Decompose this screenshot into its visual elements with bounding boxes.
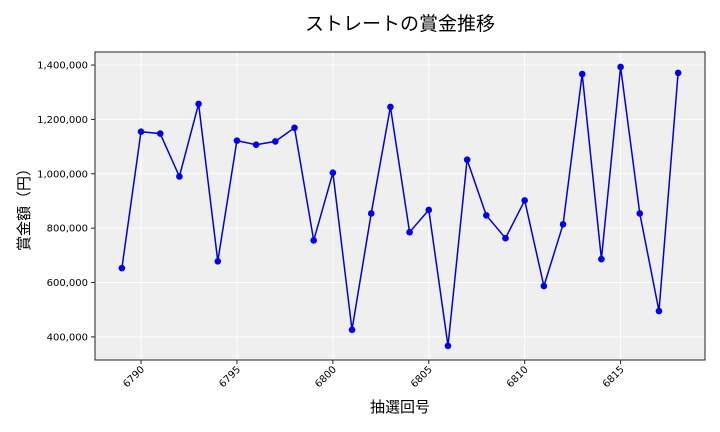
data-point-marker xyxy=(655,307,663,315)
x-tick-label: 6790 xyxy=(121,364,147,390)
data-point-marker xyxy=(156,130,164,137)
data-point-marker xyxy=(674,69,682,77)
x-axis-label: 抽選回号 xyxy=(370,398,430,416)
data-point-marker xyxy=(387,103,394,111)
data-point-marker xyxy=(636,210,644,217)
x-tick-label: 6805 xyxy=(409,364,435,390)
data-point-marker xyxy=(176,173,183,180)
data-point-marker xyxy=(521,197,528,204)
data-point-marker xyxy=(367,210,375,217)
y-tick-label: 400,000 xyxy=(47,332,88,343)
x-tick-label: 6810 xyxy=(505,364,531,390)
y-tick-label: 1,400,000 xyxy=(37,61,88,72)
y-axis-label: 賞金額（円） xyxy=(15,161,33,251)
x-axis-ticks: 6790 6795 6800 6805 6810 6815 xyxy=(121,360,627,390)
series-line xyxy=(121,66,679,347)
data-point-marker xyxy=(348,326,356,334)
chart-title: ストレートの賞金推移 xyxy=(304,13,495,35)
y-tick-label: 1,200,000 xyxy=(37,115,88,126)
data-point-marker xyxy=(118,264,126,272)
data-point-marker xyxy=(214,258,222,265)
x-tick-label: 6815 xyxy=(601,364,627,390)
data-point-marker xyxy=(598,255,605,263)
data-point-marker xyxy=(578,70,586,78)
data-point-marker xyxy=(137,128,145,135)
data-point-marker xyxy=(233,137,241,144)
data-point-marker xyxy=(329,169,337,176)
data-point-marker xyxy=(272,138,279,145)
data-point-marker xyxy=(310,237,317,244)
y-axis-ticks: 400,000 600,000 800,000 1,000,000 1,200,000 1… xyxy=(37,61,95,343)
data-point-marker xyxy=(483,212,490,219)
y-tick-label: 600,000 xyxy=(47,278,88,289)
data-point-marker xyxy=(559,221,567,228)
data-point-marker xyxy=(540,282,548,290)
data-point-marker xyxy=(463,156,471,163)
data-point-marker xyxy=(502,234,509,242)
data-point-marker xyxy=(252,141,260,148)
data-point-marker xyxy=(444,342,452,350)
data-point-marker xyxy=(406,228,413,236)
data-point-marker xyxy=(425,206,433,214)
data-point-marker xyxy=(617,63,624,71)
x-tick-label: 6800 xyxy=(313,364,339,390)
x-tick-label: 6795 xyxy=(217,364,243,390)
y-tick-label: 800,000 xyxy=(47,224,88,235)
plot-frame xyxy=(94,51,706,361)
data-series xyxy=(118,63,682,350)
plot-area xyxy=(95,52,705,360)
y-tick-label: 1,000,000 xyxy=(37,169,88,180)
data-point-marker xyxy=(195,100,202,108)
data-point-marker xyxy=(291,124,298,132)
